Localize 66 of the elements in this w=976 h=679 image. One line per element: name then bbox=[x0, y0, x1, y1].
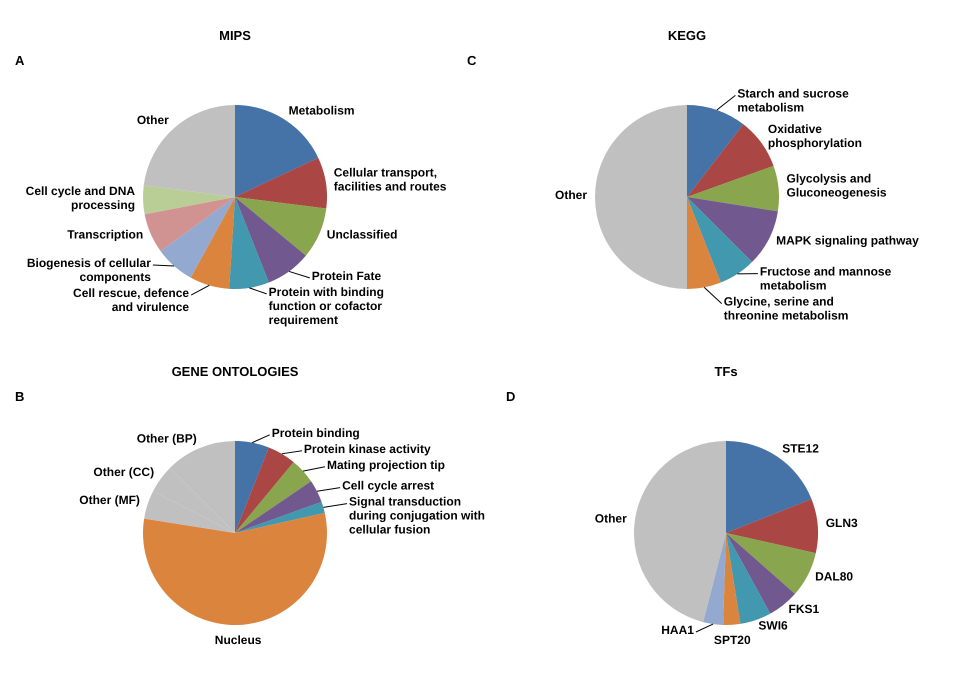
pie-slice bbox=[723, 533, 740, 625]
slice-label: Starch and sucrose metabolism bbox=[737, 86, 850, 114]
text: A bbox=[15, 53, 25, 68]
slice-label: Mating projection tip bbox=[326, 458, 445, 472]
pie-slice bbox=[235, 481, 322, 533]
pie-slice bbox=[703, 533, 726, 625]
text: C bbox=[467, 53, 477, 68]
slice-label: MAPK signaling pathway bbox=[776, 233, 920, 248]
slice-label: HAA1 bbox=[661, 623, 694, 637]
slice-label: Transcription bbox=[67, 228, 144, 242]
pie-slice bbox=[160, 197, 235, 278]
pie-slice bbox=[235, 447, 294, 533]
pie-slice bbox=[235, 441, 269, 533]
slice-label: Other (BP) bbox=[136, 432, 197, 446]
pie-slice bbox=[687, 197, 752, 283]
pie-slice bbox=[726, 533, 816, 594]
slice-label: Glycolysis and Gluconeogenesis bbox=[786, 172, 887, 200]
pie-slice bbox=[229, 197, 269, 289]
slice-label: Cell cycle arrest bbox=[342, 478, 434, 493]
slice-label: Protein Fate bbox=[312, 268, 382, 283]
pie-slice bbox=[726, 499, 818, 554]
pie-slice bbox=[235, 158, 327, 209]
chart-title: GENE ONTOLOGIES bbox=[172, 364, 299, 379]
pie-slice bbox=[687, 197, 778, 262]
pie-slice bbox=[235, 502, 325, 533]
pie-slice bbox=[190, 197, 235, 289]
chart-title: KEGG bbox=[668, 28, 706, 43]
slice-label: Other (CC) bbox=[93, 465, 154, 480]
slice-label: DAL80 bbox=[815, 569, 854, 584]
pie-slice bbox=[687, 166, 779, 212]
pie-slice bbox=[143, 185, 235, 214]
slice-label: Protein binding bbox=[272, 426, 360, 440]
slice-label: Protein kinase activity bbox=[304, 442, 431, 456]
slice-label: Metabolism bbox=[288, 104, 355, 118]
slice-label: Fructose and mannose metabolism bbox=[760, 264, 892, 293]
pie-slice bbox=[634, 441, 726, 622]
chart-title: MIPS bbox=[219, 28, 252, 43]
pie-slice bbox=[235, 197, 326, 256]
slice-label: Cellular transport, facilities and routes bbox=[334, 165, 447, 194]
text: B bbox=[15, 389, 24, 404]
slice-label: SPT20 bbox=[714, 632, 751, 647]
pie-slice bbox=[143, 512, 327, 625]
slice-label: Other (MF) bbox=[79, 493, 140, 508]
slice-label: Oxidative phosphorylation bbox=[768, 122, 862, 150]
slice-label: Unclassified bbox=[326, 228, 398, 242]
slice-label: Other bbox=[554, 188, 588, 202]
slice-label: GLN3 bbox=[826, 516, 858, 530]
slice-label: Protein with binding function or cofactor requirement bbox=[268, 284, 384, 327]
slice-label: STE12 bbox=[782, 441, 820, 456]
slice-label: Other bbox=[136, 112, 170, 127]
slice-label: Cell cycle and DNA processing bbox=[26, 184, 136, 212]
chart-title: TFs bbox=[714, 364, 738, 379]
slice-label: SWI6 bbox=[758, 618, 788, 633]
slice-label: Glycine, serine and threonine metabolism bbox=[724, 294, 848, 323]
slice-label: Cell rescue, defence and virulence bbox=[73, 286, 190, 314]
pie-slice bbox=[144, 197, 235, 252]
pie-slice bbox=[687, 197, 721, 289]
slice-label: FKS1 bbox=[788, 602, 820, 616]
slice-label: Biogenesis of cellular components bbox=[26, 256, 152, 284]
slice-label: Signal transduction during conjugation with cellular fusion bbox=[349, 494, 486, 537]
slice-label: Nucleus bbox=[214, 632, 262, 647]
pie-slice bbox=[235, 197, 306, 283]
text: D bbox=[506, 389, 516, 404]
slice-label: Other bbox=[594, 511, 628, 526]
pie-slice bbox=[235, 462, 312, 533]
pie-slice bbox=[595, 105, 687, 289]
